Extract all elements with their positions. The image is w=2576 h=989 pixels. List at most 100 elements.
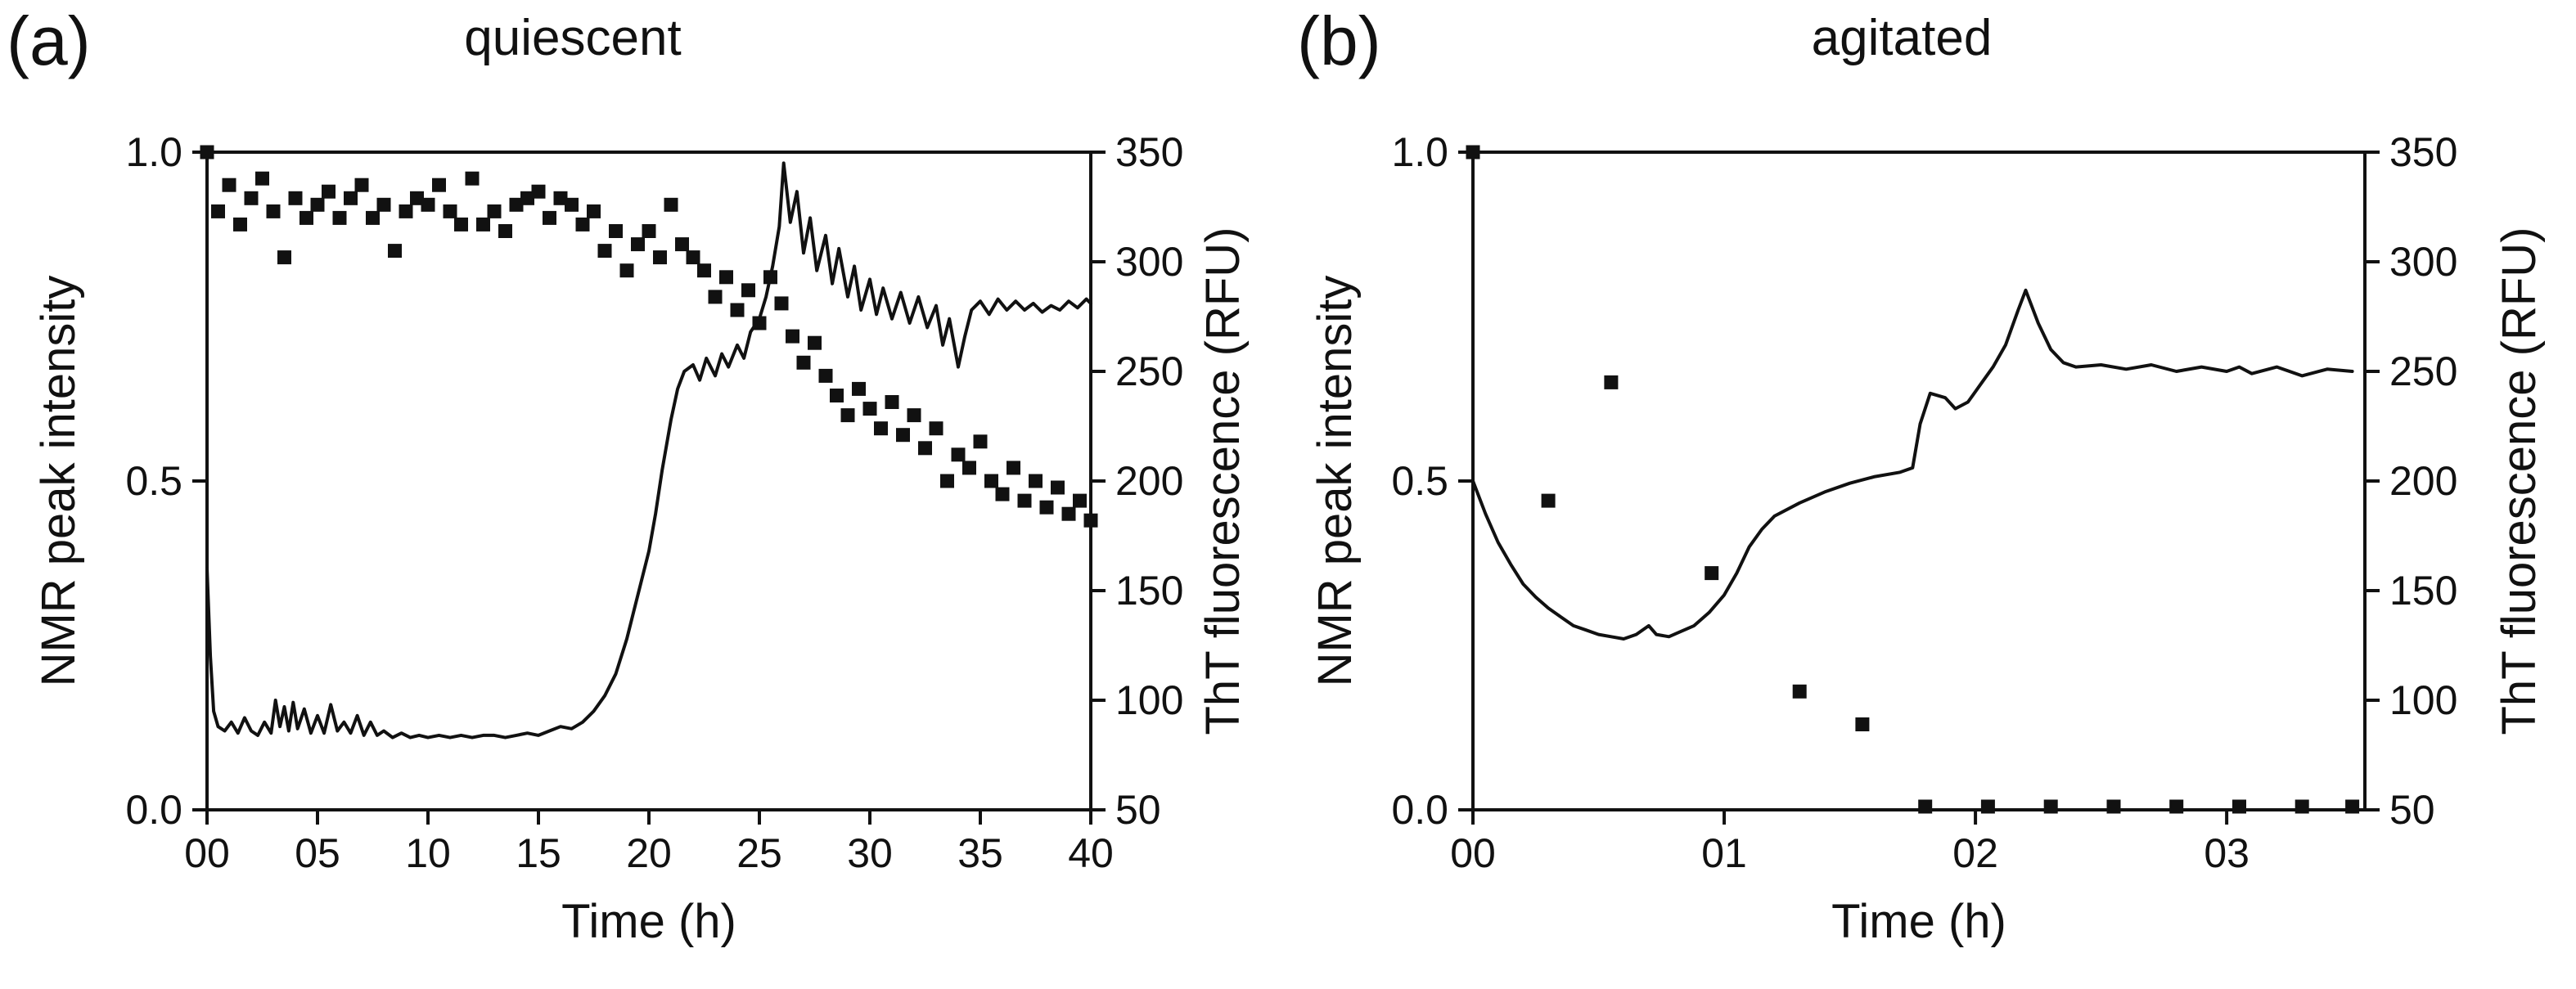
- panel-b-ylabel-left: NMR peak intensity: [1308, 275, 1362, 687]
- y-right-tick-label: 50: [2389, 787, 2435, 833]
- y-right-tick-label: 100: [2389, 677, 2457, 723]
- scatter-point: [885, 395, 899, 409]
- panel-a-title: quiescent: [464, 10, 682, 66]
- y-left-ticks: 0.0 0.5 1.0: [1391, 129, 1473, 833]
- scatter-point: [553, 191, 568, 205]
- scatter-point: [520, 191, 534, 205]
- scatter-point: [830, 389, 844, 402]
- y-right-tick-label: 250: [1115, 348, 1183, 394]
- scatter-point: [896, 428, 910, 443]
- scatter-point: [631, 237, 645, 252]
- scatter-point: [410, 191, 424, 205]
- scatter-point: [388, 244, 402, 258]
- scatter-point: [951, 447, 966, 462]
- scatter-point: [1918, 799, 1933, 814]
- scatter-point: [918, 441, 932, 456]
- scatter-point: [211, 204, 225, 218]
- scatter-point: [1051, 480, 1065, 495]
- x-tick-label: 01: [1701, 830, 1747, 876]
- scatter-point: [255, 171, 269, 186]
- x-tick-label: 02: [1952, 830, 1998, 876]
- scatter-point: [907, 408, 921, 423]
- scatter-point: [354, 178, 369, 192]
- scatter-point: [344, 191, 358, 205]
- scatter-point: [1039, 500, 1054, 515]
- scatter-point: [2106, 799, 2121, 814]
- panel-a-nmr-scatter-series: [200, 145, 1098, 528]
- scatter-point: [2169, 799, 2184, 814]
- scatter-point: [1466, 145, 1480, 160]
- x-tick-label: 20: [626, 830, 672, 876]
- scatter-point: [443, 204, 457, 218]
- panel-a-ylabel-right: ThT fluorescence (RFU): [1196, 227, 1250, 735]
- x-tick-label: 03: [2204, 830, 2249, 876]
- scatter-point: [575, 217, 590, 232]
- y-right-tick-label: 150: [2389, 568, 2457, 614]
- x-axis-ticks: 00 05 10 15 20 25 30 35 40: [184, 810, 1114, 876]
- scatter-point: [1980, 799, 1995, 814]
- scatter-point: [310, 197, 325, 212]
- scatter-point: [1017, 493, 1032, 508]
- scatter-point: [2232, 799, 2246, 814]
- scatter-point: [697, 263, 711, 278]
- scatter-point: [1604, 375, 1619, 389]
- y-left-ticks: 0.0 0.5 1.0: [125, 129, 207, 833]
- scatter-point: [675, 237, 689, 252]
- scatter-point: [531, 184, 546, 199]
- y-right-tick-label: 350: [2389, 129, 2457, 175]
- scatter-point: [376, 197, 391, 212]
- x-axis-ticks: 00 01 02 03: [1450, 810, 2249, 876]
- scatter-point: [686, 250, 700, 265]
- y-right-tick-label: 100: [1115, 677, 1183, 723]
- scatter-point: [465, 171, 480, 186]
- plot-frame: [205, 151, 1092, 811]
- scatter-point: [774, 296, 789, 311]
- scatter-point: [786, 329, 799, 344]
- scatter-point: [476, 217, 490, 232]
- scatter-point: [995, 487, 1010, 501]
- scatter-point: [609, 224, 623, 238]
- panel-a-letter: (a): [7, 2, 91, 79]
- scatter-point: [708, 290, 723, 304]
- scatter-point: [299, 210, 313, 225]
- chart-a-canvas: 00 05 10 15 20 25 30 35 40 0.0 0.5 1.0 50 100 150 200 25…: [125, 129, 1183, 876]
- y-right-tick-label: 300: [2389, 239, 2457, 285]
- x-tick-label: 10: [405, 830, 451, 876]
- y-right-ticks: 50 100 150 200 250 300 350: [2365, 129, 2457, 833]
- x-tick-label: 35: [957, 830, 1003, 876]
- scatter-point: [664, 197, 678, 212]
- scatter-point: [852, 381, 866, 396]
- y-right-tick-label: 200: [2389, 458, 2457, 504]
- panel-b-xlabel: Time (h): [1831, 895, 2006, 948]
- x-tick-label: 40: [1068, 830, 1114, 876]
- scatter-point: [1792, 684, 1807, 699]
- panel-a-xlabel: Time (h): [561, 895, 736, 948]
- scatter-point: [2043, 799, 2058, 814]
- chart-b-canvas: 00 01 02 03 0.0 0.5 1.0 50 100 150 200 250 300 350: [1391, 129, 2457, 876]
- x-tick-label: 25: [736, 830, 782, 876]
- scatter-point: [597, 244, 612, 258]
- panel-b-letter: (b): [1297, 2, 1381, 79]
- scatter-point: [642, 224, 656, 238]
- scatter-point: [277, 250, 291, 265]
- y-left-tick-label: 0.0: [1391, 787, 1448, 833]
- scatter-point: [796, 355, 811, 370]
- panel-a-tht-line-series: [205, 161, 1092, 740]
- scatter-point: [565, 197, 579, 212]
- scatter-point: [421, 197, 435, 212]
- y-left-tick-label: 1.0: [1391, 129, 1448, 175]
- scatter-point: [487, 204, 502, 218]
- y-left-tick-label: 0.0: [125, 787, 182, 833]
- scatter-point: [730, 303, 745, 317]
- scatter-point: [962, 461, 976, 475]
- scatter-point: [266, 204, 281, 218]
- y-right-tick-label: 250: [2389, 348, 2457, 394]
- scatter-point: [288, 191, 303, 205]
- scatter-point: [818, 368, 833, 383]
- scatter-point: [1541, 493, 1556, 508]
- y-right-tick-label: 200: [1115, 458, 1183, 504]
- x-tick-label: 00: [184, 830, 230, 876]
- scatter-point: [1073, 493, 1087, 508]
- scatter-point: [587, 204, 601, 218]
- scatter-point: [322, 184, 336, 199]
